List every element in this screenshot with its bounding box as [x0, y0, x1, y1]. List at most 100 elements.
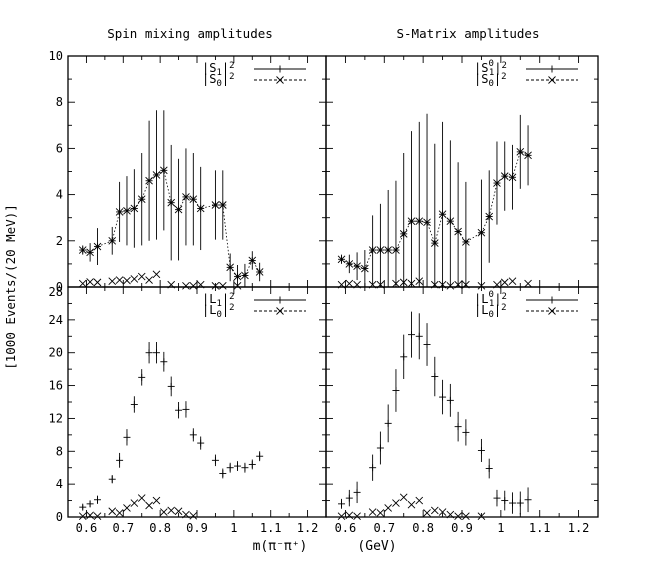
data-point	[233, 272, 242, 281]
series-x	[337, 493, 486, 520]
data-point	[438, 508, 447, 516]
legend: |S1|2|S0|2	[202, 61, 306, 89]
data-point	[423, 509, 431, 517]
data-point	[415, 217, 424, 225]
data-point	[123, 504, 131, 512]
data-point	[189, 431, 197, 439]
data-point	[233, 282, 242, 290]
data-point	[446, 217, 455, 225]
y-tick-label: 6	[56, 141, 63, 155]
data-point	[123, 276, 131, 285]
legend-marker	[548, 307, 556, 315]
data-point	[407, 217, 416, 225]
data-point	[524, 279, 532, 288]
data-point	[189, 195, 198, 204]
series-plus	[79, 342, 264, 511]
y-tick-label: 0	[56, 280, 63, 294]
data-point	[167, 506, 176, 515]
data-point	[189, 282, 198, 290]
data-point	[115, 509, 124, 517]
x-axis-label-left: m(π⁻π⁺)	[253, 539, 308, 554]
x-tick-label: 0.6	[335, 521, 357, 535]
y-tick-label: 2	[56, 234, 63, 248]
x-tick-label: 0.6	[76, 521, 98, 535]
data-point	[152, 349, 160, 357]
data-point	[369, 464, 377, 472]
legend-marker	[548, 65, 556, 73]
data-point	[145, 176, 153, 185]
data-point	[137, 494, 146, 502]
data-point	[175, 406, 183, 414]
data-point	[485, 465, 493, 473]
data-point	[182, 510, 190, 519]
data-point	[226, 464, 234, 472]
data-point	[462, 428, 470, 436]
legend-marker	[276, 65, 284, 73]
data-point	[446, 396, 454, 404]
legend-label: |S0 1|2	[474, 59, 507, 78]
x-tick-label: 1.1	[529, 521, 551, 535]
plot-frame	[325, 55, 599, 288]
data-point	[137, 195, 146, 204]
data-point	[454, 512, 462, 520]
data-point	[337, 255, 346, 264]
y-tick-label: 28	[49, 285, 63, 299]
data-point	[167, 198, 176, 207]
data-point	[152, 171, 161, 179]
plot-frame	[67, 286, 327, 518]
data-point	[108, 277, 117, 286]
series-plus	[338, 311, 532, 515]
data-point	[384, 504, 392, 512]
data-point	[86, 278, 94, 286]
y-axis-label: [1000 Events/(20 MeV)]	[3, 204, 18, 370]
data-point	[345, 494, 353, 502]
data-point	[174, 507, 183, 516]
data-point	[392, 279, 400, 288]
data-point	[439, 393, 447, 401]
data-point	[407, 279, 416, 288]
data-point	[196, 204, 205, 213]
data-point	[93, 278, 102, 287]
data-point	[137, 272, 146, 281]
data-point	[115, 208, 124, 216]
y-tick-label: 8	[56, 95, 63, 109]
data-point	[152, 496, 161, 505]
legend: |S0 1|2|S0|2	[474, 59, 578, 89]
legend-label: |L1|2	[202, 292, 235, 309]
data-point	[353, 512, 361, 520]
data-point	[241, 271, 249, 280]
y-tick-label: 12	[49, 411, 63, 425]
data-point	[189, 511, 198, 520]
data-point	[152, 270, 161, 279]
data-point	[86, 248, 94, 257]
data-point	[145, 501, 153, 510]
data-point	[182, 282, 190, 290]
series-x	[78, 494, 198, 520]
data-point	[211, 456, 219, 464]
legend-marker	[548, 296, 556, 304]
data-point	[430, 506, 439, 515]
data-point	[248, 460, 256, 468]
panel-bottom-left: 0 4 8 12 16 20 24 28 0.6 0.7 0.8 0.9 1 1.1 1.2 |L1|2|L0…	[49, 285, 327, 535]
data-point	[353, 488, 361, 496]
data-point	[415, 496, 424, 505]
data-point	[500, 172, 509, 180]
data-point	[493, 179, 501, 187]
data-point	[256, 452, 264, 460]
data-point	[399, 278, 408, 287]
legend-label: |S1|2	[202, 61, 235, 78]
legend-marker	[276, 76, 284, 84]
data-point	[516, 148, 525, 156]
data-point	[79, 503, 87, 511]
data-point	[78, 246, 87, 254]
data-point	[116, 456, 124, 464]
data-point	[218, 282, 227, 290]
legend-marker	[276, 307, 284, 315]
panel-top-right: |S0 1|2|S0|2	[325, 55, 599, 290]
data-point	[108, 236, 117, 245]
data-point	[93, 242, 102, 251]
y-tick-label: 20	[49, 346, 63, 360]
data-point	[446, 282, 455, 290]
data-point	[130, 204, 139, 213]
data-point	[508, 277, 517, 286]
